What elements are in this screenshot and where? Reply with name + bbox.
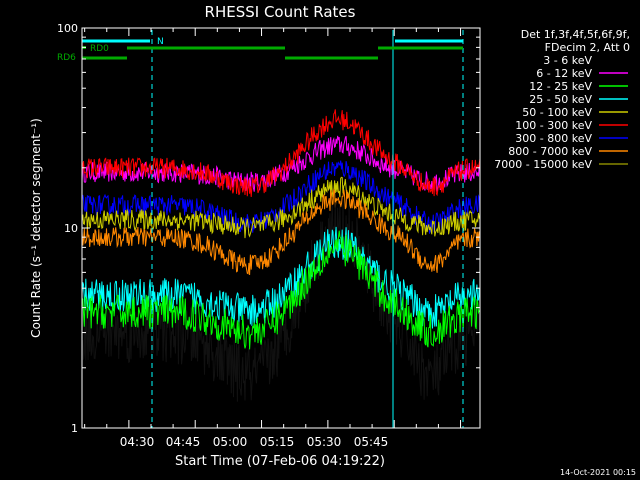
chart-title: RHESSI Count Rates [205,3,356,21]
series-line-50-100- [81,176,481,239]
series-line-800-7000- [81,188,481,276]
series-line-12-25- [81,230,481,350]
x-tick-label-0445: 04:45 [166,435,201,449]
y-tick-label-10: 10 [64,222,78,235]
legend-label-1: 6 - 12 keV [536,67,592,80]
legend-label-7: 800 - 7000 keV [508,145,592,158]
series-line-100-300- [81,109,481,197]
indicator-n-label: N [157,37,164,47]
legend-label-5: 100 - 300 keV [515,119,592,132]
legend-label-8: 7000 - 15000 keV [494,158,592,171]
x-axis [84,28,462,428]
x-tick-label-0500: 05:00 [213,435,248,449]
indicator-rd0-label: RD0 [90,44,109,54]
x-axis-label: Start Time (07-Feb-06 04:19:22) [175,454,385,469]
legend: Det 1f,3f,4f,5f,6f,9f, FDecim 2, Att 0 3… [494,28,630,171]
x-tick-label-0515: 05:15 [260,435,295,449]
x-tick-label-0430: 04:30 [120,435,155,449]
indicator-bars: N RD0 RD6 [57,37,463,63]
series-layer [81,109,481,402]
series-line-3-6- [81,200,481,402]
indicator-rd6-label: RD6 [57,53,76,63]
legend-label-6: 300 - 800 keV [515,132,592,145]
legend-header-1: Det 1f,3f,4f,5f,6f,9f, [521,28,630,41]
y-axis [82,27,480,429]
legend-header-2: FDecim 2, Att 0 [545,41,630,54]
legend-label-0: 3 - 6 keV [543,54,592,67]
y-tick-label-1: 1 [71,422,78,435]
legend-label-4: 50 - 100 keV [522,106,592,119]
legend-label-3: 25 - 50 keV [529,93,592,106]
x-tick-label-0545: 05:45 [354,435,389,449]
timestamp: 14-Oct-2021 00:15 [560,468,636,477]
x-tick-label-0530: 05:30 [307,435,342,449]
y-axis-label: Count Rate (s⁻¹ detector segment⁻¹) [29,118,43,338]
legend-label-2: 12 - 25 keV [529,80,592,93]
y-tick-label-100: 100 [57,22,78,35]
